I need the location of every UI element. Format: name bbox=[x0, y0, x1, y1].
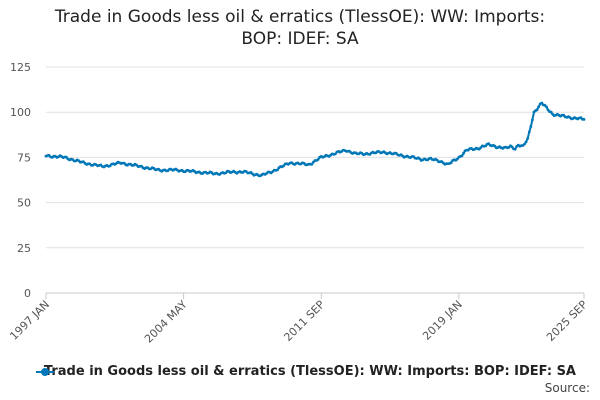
series-point bbox=[531, 118, 534, 122]
grid-lines bbox=[46, 66, 584, 249]
series-point bbox=[333, 152, 337, 156]
series-point bbox=[513, 147, 517, 151]
y-tick-label-25: 25 bbox=[17, 242, 31, 255]
series-point bbox=[537, 105, 540, 109]
y-axis-ticks: 0 25 50 75 100 125 bbox=[10, 61, 31, 300]
series-point bbox=[462, 151, 465, 155]
y-tick-label-100: 100 bbox=[10, 106, 31, 119]
source-label: Source: bbox=[544, 381, 590, 395]
chart-title: Trade in Goods less oil & erratics (Tles… bbox=[0, 6, 600, 50]
series-point bbox=[523, 142, 526, 146]
x-axis: 1997 JAN 2004 MAY 2011 SEP 2019 JAN 2025 SEP bbox=[7, 292, 590, 346]
series-point bbox=[540, 101, 544, 105]
y-tick-label-125: 125 bbox=[10, 61, 31, 74]
series-point bbox=[549, 110, 553, 114]
x-tick-label-1: 2004 MAY bbox=[142, 298, 190, 346]
y-tick-label-75: 75 bbox=[17, 151, 31, 164]
series-point bbox=[529, 125, 533, 128]
x-tick-label-4: 2025 SEP bbox=[544, 298, 590, 344]
series-point bbox=[435, 158, 439, 162]
series-point bbox=[108, 164, 112, 168]
x-tick-label-0: 1997 JAN bbox=[7, 298, 52, 343]
series-point bbox=[535, 108, 539, 112]
series-point bbox=[276, 168, 279, 172]
series-point bbox=[64, 155, 68, 159]
series-point bbox=[310, 162, 314, 166]
legend-swatch bbox=[36, 367, 54, 377]
series-point bbox=[582, 118, 586, 121]
chart-title-line-2: BOP: IDEF: SA bbox=[241, 29, 359, 49]
series-point bbox=[526, 137, 530, 140]
y-tick-label-0: 0 bbox=[24, 287, 31, 300]
x-tick-label-2: 2011 SEP bbox=[281, 298, 327, 344]
series-point bbox=[449, 161, 453, 165]
series-point bbox=[316, 158, 320, 161]
chart-title-line-1: Trade in Goods less oil & erratics (Tles… bbox=[54, 7, 546, 27]
series-group bbox=[44, 101, 586, 178]
x-tick-label-3: 2019 JAN bbox=[420, 298, 465, 343]
series-point bbox=[455, 157, 459, 161]
series-point bbox=[545, 105, 548, 109]
y-tick-label-50: 50 bbox=[17, 197, 31, 210]
series-point bbox=[510, 145, 514, 149]
legend[interactable]: Trade in Goods less oil & erratics (Tles… bbox=[36, 364, 576, 379]
series-point bbox=[282, 164, 286, 168]
legend-label: Trade in Goods less oil & erratics (Tles… bbox=[43, 364, 576, 379]
series-point bbox=[460, 154, 464, 158]
series-point bbox=[527, 130, 531, 134]
series-point bbox=[524, 140, 528, 144]
